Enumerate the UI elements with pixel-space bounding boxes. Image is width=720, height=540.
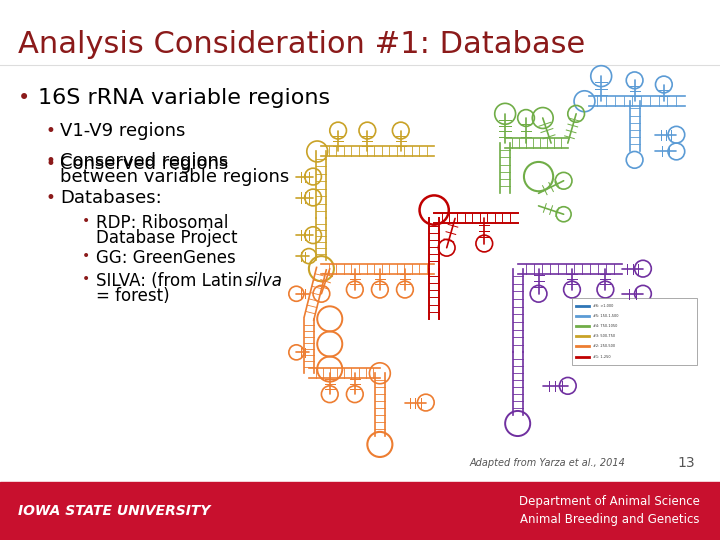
Text: #6: >1,000: #6: >1,000 — [593, 305, 613, 308]
Bar — [0, 482, 720, 540]
Text: #2: 250-500: #2: 250-500 — [593, 345, 615, 348]
Text: RDP: Ribosomal: RDP: Ribosomal — [96, 214, 228, 232]
Text: Database Project: Database Project — [96, 229, 238, 247]
Text: •: • — [46, 189, 56, 207]
Text: •: • — [18, 88, 30, 108]
Text: IOWA STATE UNIVERSITY: IOWA STATE UNIVERSITY — [18, 504, 210, 518]
Text: = forest): = forest) — [96, 287, 170, 305]
Text: •: • — [46, 152, 56, 170]
Text: #4: 750-1050: #4: 750-1050 — [593, 325, 617, 328]
Text: •: • — [82, 249, 90, 263]
Text: #1: 1-250: #1: 1-250 — [593, 355, 611, 359]
Text: SILVA: (from Latin: SILVA: (from Latin — [96, 272, 248, 290]
Text: Department of Animal Science
Animal Breeding and Genetics: Department of Animal Science Animal Bree… — [519, 496, 700, 526]
Text: •: • — [82, 272, 90, 286]
Text: Conserved regions: Conserved regions — [60, 152, 228, 170]
Text: 13: 13 — [678, 456, 695, 470]
Text: between variable regions: between variable regions — [60, 168, 289, 186]
Text: silva: silva — [245, 272, 283, 290]
Text: GG: GreenGenes: GG: GreenGenes — [96, 249, 235, 267]
Text: Databases:: Databases: — [60, 189, 162, 207]
Text: •: • — [46, 122, 56, 140]
Text: 16S rRNA variable regions: 16S rRNA variable regions — [38, 88, 330, 108]
Text: Conserved regions: Conserved regions — [60, 155, 228, 173]
Text: Analysis Consideration #1: Database: Analysis Consideration #1: Database — [18, 30, 585, 59]
Text: #5: 150-1,500: #5: 150-1,500 — [593, 314, 618, 319]
Text: •: • — [46, 155, 56, 173]
Text: #3: 500-750: #3: 500-750 — [593, 334, 615, 339]
Text: V1-V9 regions: V1-V9 regions — [60, 122, 185, 140]
Bar — [572, 298, 697, 365]
Text: Adapted from Yarza et al., 2014: Adapted from Yarza et al., 2014 — [470, 458, 626, 468]
Text: •: • — [82, 214, 90, 228]
